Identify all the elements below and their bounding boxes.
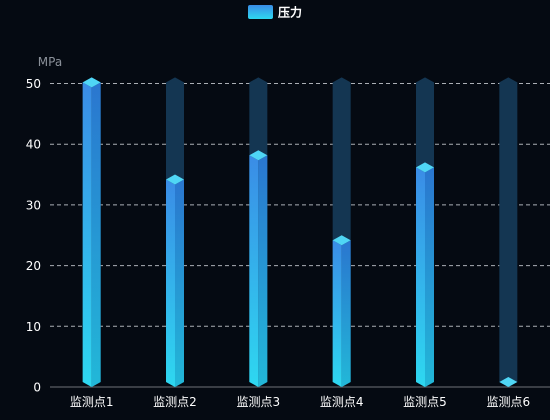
y-tick-label: 0 — [33, 381, 41, 395]
bar-left-face — [249, 155, 259, 387]
y-axis-unit: MPa — [38, 55, 62, 69]
grid-lines — [50, 83, 550, 388]
bar-left-face — [82, 82, 92, 388]
bar-group[interactable] — [499, 77, 518, 388]
x-tick-label: 监测点3 — [237, 395, 281, 409]
bar-left-face — [166, 179, 175, 387]
bar-cap — [332, 235, 351, 246]
bar-group[interactable] — [82, 77, 101, 388]
x-tick-label: 监测点5 — [403, 395, 447, 409]
bar-group[interactable] — [166, 77, 184, 388]
legend-swatch — [248, 5, 273, 19]
bar-track — [499, 77, 518, 388]
y-axis: 0 10 20 30 40 50 — [26, 77, 41, 395]
bar-group[interactable] — [416, 77, 434, 388]
bar-right-face — [425, 167, 434, 387]
bar-right-face — [91, 82, 101, 388]
bar-cap — [249, 150, 268, 161]
y-tick-label: 50 — [26, 77, 41, 91]
bar-cap — [499, 377, 518, 387]
bar-cap — [82, 77, 101, 88]
bar-right-face — [341, 240, 351, 387]
bars — [82, 77, 518, 388]
bar-left-face — [332, 240, 342, 387]
legend[interactable]: 压力 — [248, 5, 302, 20]
bar-group[interactable] — [332, 77, 351, 388]
y-tick-label: 30 — [26, 198, 41, 212]
y-tick-label: 40 — [26, 138, 41, 152]
bar-cap — [166, 174, 184, 185]
bar-right-face — [175, 179, 184, 387]
legend-label: 压力 — [278, 5, 302, 20]
y-tick-label: 10 — [26, 320, 41, 334]
x-tick-label: 监测点2 — [153, 395, 197, 409]
bar-right-face — [258, 155, 268, 387]
x-axis: 监测点1 监测点2 监测点3 监测点4 监测点5 监测点6 — [70, 395, 530, 409]
y-tick-label: 20 — [26, 259, 41, 273]
x-tick-label: 监测点4 — [320, 395, 364, 409]
x-tick-label: 监测点1 — [70, 395, 114, 409]
x-tick-label: 监测点6 — [487, 395, 531, 409]
bar-group[interactable] — [249, 77, 268, 388]
bar-left-face — [416, 167, 425, 387]
bar-cap — [416, 162, 434, 173]
